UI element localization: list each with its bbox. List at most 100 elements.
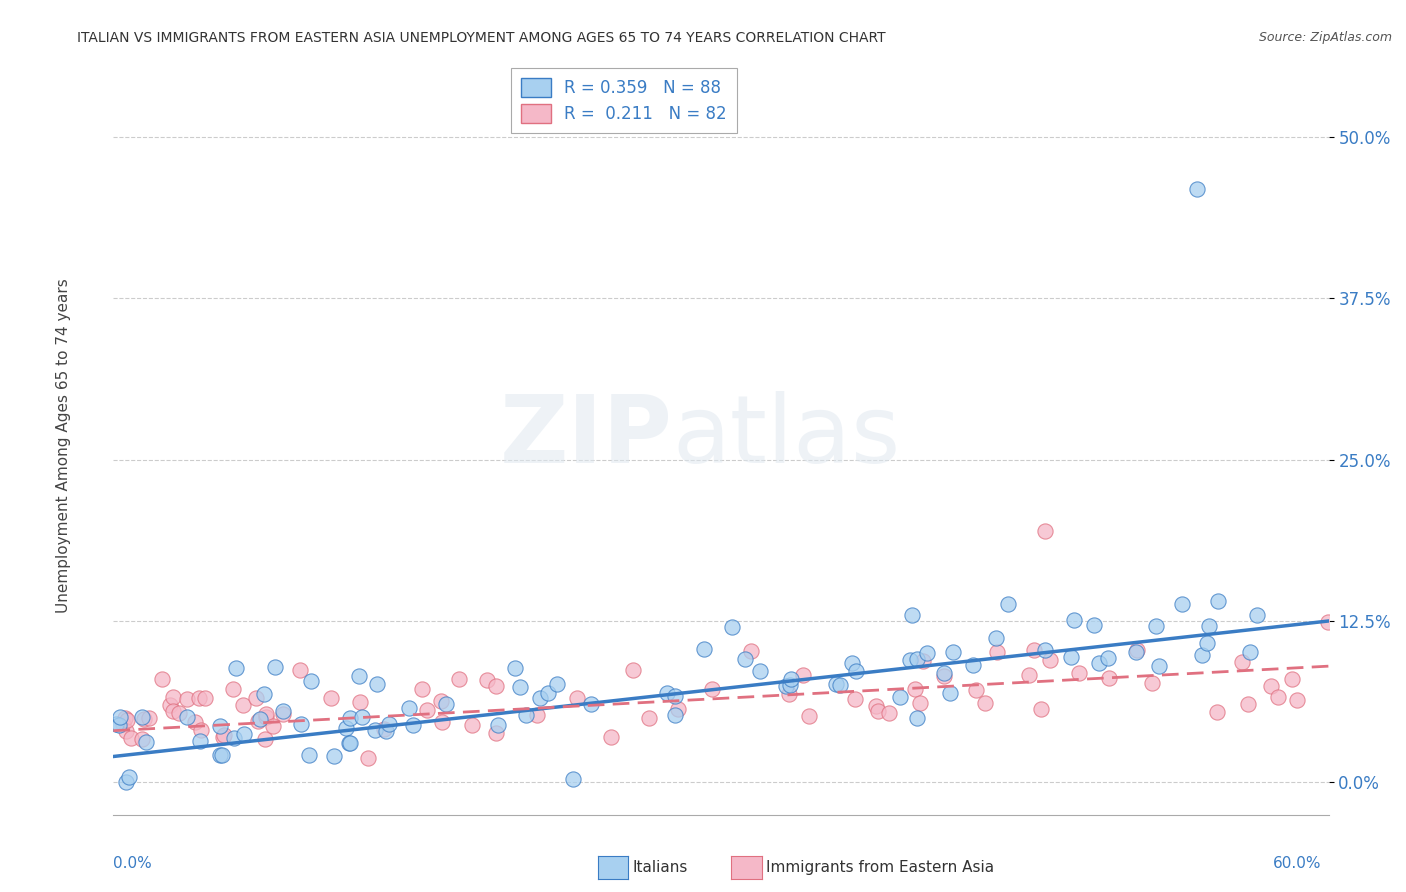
Point — [1149, 659, 1171, 673]
Point — [898, 653, 921, 667]
Point — [108, 718, 131, 732]
Point — [889, 690, 911, 704]
Point — [271, 707, 294, 722]
Point — [299, 673, 322, 688]
Point — [865, 698, 887, 713]
Point — [366, 677, 388, 691]
Point — [1197, 635, 1219, 649]
Point — [475, 673, 498, 687]
Point — [290, 717, 312, 731]
Point — [339, 711, 361, 725]
Point — [352, 710, 374, 724]
Point — [115, 713, 138, 727]
Point — [905, 711, 928, 725]
Point — [461, 718, 484, 732]
Point — [162, 704, 184, 718]
Point — [879, 706, 901, 720]
Point — [134, 712, 156, 726]
Point — [254, 706, 277, 721]
Point — [131, 732, 153, 747]
Point — [974, 696, 997, 710]
Point — [247, 714, 270, 728]
Point — [378, 716, 401, 731]
Point — [118, 770, 141, 784]
Point — [565, 691, 588, 706]
Point — [1230, 655, 1253, 669]
Point — [1097, 651, 1119, 665]
Point — [1033, 642, 1056, 657]
Point — [263, 660, 285, 674]
Point — [1206, 705, 1229, 719]
Point — [373, 722, 395, 736]
Point — [1018, 667, 1040, 681]
Point — [411, 682, 433, 697]
Point — [721, 620, 744, 634]
Point — [349, 696, 371, 710]
Point — [323, 748, 346, 763]
Point — [908, 696, 931, 710]
Point — [1237, 698, 1260, 712]
Point — [115, 723, 138, 738]
Point — [211, 747, 233, 762]
Point — [398, 701, 420, 715]
Point — [208, 718, 231, 732]
Point — [915, 646, 938, 660]
Point — [188, 733, 211, 747]
Point — [748, 664, 770, 678]
Point — [447, 672, 470, 686]
Point — [114, 710, 136, 724]
Point — [212, 730, 235, 744]
Point — [655, 686, 678, 700]
Point — [537, 686, 560, 700]
Point — [339, 736, 361, 750]
Point — [529, 690, 551, 705]
Point — [434, 697, 457, 711]
Point — [138, 711, 160, 725]
Point — [432, 715, 454, 730]
Point — [734, 651, 756, 665]
Point — [212, 728, 235, 742]
Point — [1191, 648, 1213, 663]
Point — [225, 661, 247, 675]
Point — [1185, 181, 1208, 195]
Text: ZIP: ZIP — [499, 391, 672, 483]
Point — [402, 718, 425, 732]
Point — [486, 718, 509, 732]
Point — [600, 730, 623, 744]
Point — [1239, 645, 1261, 659]
Point — [664, 689, 686, 703]
Point — [150, 673, 173, 687]
Point — [740, 643, 762, 657]
Point — [997, 597, 1019, 611]
Point — [245, 690, 267, 705]
Point — [298, 748, 321, 763]
Point — [1067, 666, 1090, 681]
Point — [779, 678, 801, 692]
Point — [169, 706, 191, 720]
Point — [1029, 702, 1052, 716]
Point — [1060, 650, 1083, 665]
Point — [249, 712, 271, 726]
Point — [825, 677, 848, 691]
Point — [845, 664, 868, 678]
Point — [562, 772, 585, 786]
Point — [939, 686, 962, 700]
Point — [1281, 672, 1303, 686]
Point — [841, 657, 863, 671]
Point — [1198, 618, 1220, 632]
Point — [1088, 656, 1111, 670]
Point — [194, 691, 217, 706]
Point — [962, 658, 984, 673]
Point — [190, 723, 212, 738]
Point — [162, 690, 184, 704]
Point — [546, 677, 568, 691]
Point — [1144, 619, 1167, 633]
Point — [503, 660, 526, 674]
Point — [1316, 615, 1339, 630]
Point — [131, 709, 153, 723]
Point — [1246, 608, 1268, 623]
Point — [509, 680, 531, 694]
Point — [262, 719, 284, 733]
Point — [209, 748, 232, 763]
Point — [1267, 690, 1289, 704]
